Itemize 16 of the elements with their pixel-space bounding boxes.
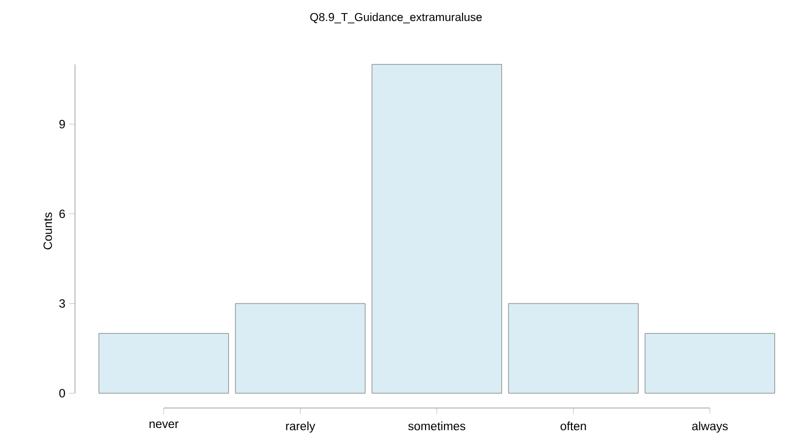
y-axis-title: Counts [44,212,52,250]
bar [644,333,776,394]
bar [372,64,502,394]
x-tick-label: often [560,422,586,430]
y-tick-label: 3 [59,299,65,308]
x-tick-label: rarely [286,422,316,433]
chart-title: Q8.9_T_Guidance_extramuraluse [310,12,482,24]
bar [235,303,366,394]
bar [508,303,638,394]
x-tick-label: always [692,422,728,433]
bar [98,333,229,394]
y-tick-label: 6 [59,210,65,218]
x-tick-label: sometimes [408,422,466,430]
x-tick-label: never [150,422,178,428]
y-tick-label: 0 [59,388,66,398]
y-tick-label: 9 [59,120,65,128]
